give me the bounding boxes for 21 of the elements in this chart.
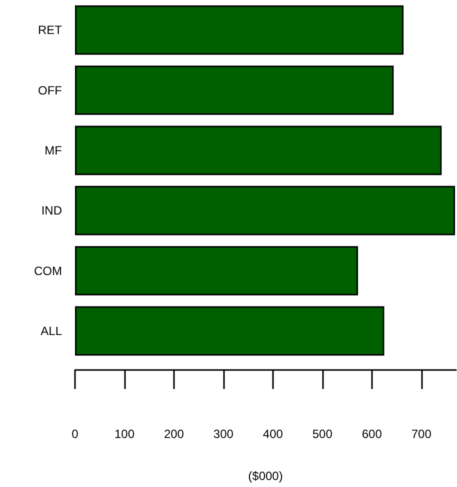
bar <box>75 306 384 356</box>
y-tick-label: ALL <box>40 324 62 338</box>
x-tick-label: 100 <box>114 427 135 441</box>
bar <box>75 5 404 55</box>
x-tick-label: 700 <box>411 427 432 441</box>
y-tick-label: IND <box>41 204 62 218</box>
y-tick-label: OFF <box>38 83 62 98</box>
x-tick-label: 400 <box>262 427 284 441</box>
x-tick-label: 200 <box>164 427 184 441</box>
x-tick-label: 500 <box>312 427 333 441</box>
bar <box>75 126 442 176</box>
bar <box>75 186 456 236</box>
bar <box>75 246 358 296</box>
x-tick-label: 600 <box>362 427 382 441</box>
x-tick-label: 0 <box>72 427 79 441</box>
y-tick-label: COM <box>34 264 62 278</box>
y-tick-label: MF <box>44 143 62 158</box>
y-tick-label: RET <box>38 23 63 38</box>
x-tick-label: 300 <box>213 427 234 441</box>
x-axis-title: ($000) <box>248 469 283 483</box>
bar <box>75 66 394 115</box>
